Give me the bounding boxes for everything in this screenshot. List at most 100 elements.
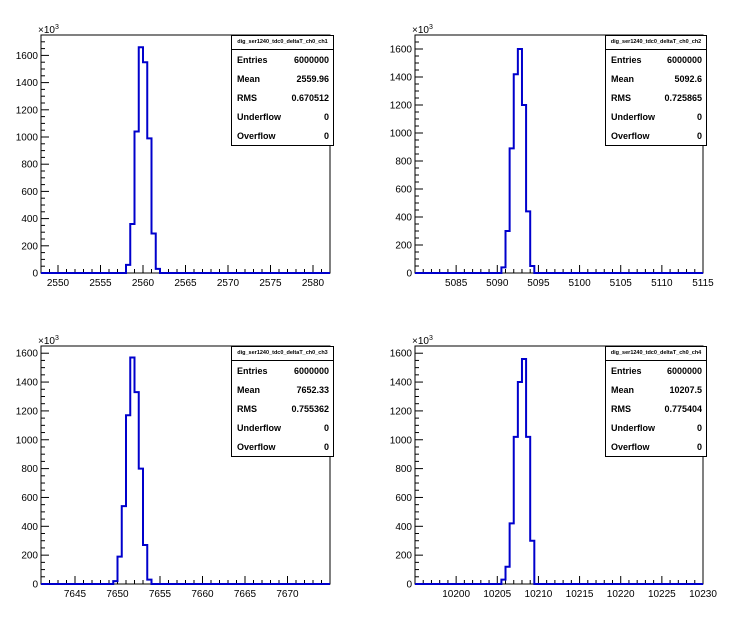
y-tick-label: 600: [395, 185, 412, 196]
x-tick-label: 2565: [174, 278, 197, 289]
stats-label: Overflow: [611, 131, 650, 141]
y-tick-label: 400: [21, 522, 38, 533]
stats-label: Underflow: [237, 423, 281, 433]
stats-value: 10207.5: [669, 385, 702, 395]
stats-box: dig_ser1240_tdc0_deltaT_ch0_ch2 Entries 60…: [605, 35, 707, 146]
stats-label: RMS: [611, 404, 631, 414]
stats-row: RMS 0.725865: [606, 88, 706, 107]
stats-label: Entries: [237, 55, 268, 65]
y-tick-label: 0: [32, 269, 38, 280]
y-tick-label: 1200: [390, 406, 413, 417]
x-tick-label: 5090: [486, 278, 509, 289]
stats-row: Overflow 0: [232, 437, 333, 456]
x-tick-label: 7670: [276, 589, 299, 600]
stats-value: 0.775404: [664, 404, 702, 414]
y-exponent-power: 3: [55, 335, 59, 342]
stats-row: Entries 6000000: [232, 50, 333, 69]
x-tick-label: 7655: [149, 589, 172, 600]
stats-value: 0: [696, 131, 702, 141]
x-tick-label: 5105: [610, 278, 633, 289]
x-tick-label: 5115: [692, 278, 714, 289]
y-tick-label: 200: [21, 551, 38, 562]
stats-row: Underflow 0: [606, 418, 706, 437]
x-tick-label: 5110: [651, 278, 673, 289]
y-tick-label: 0: [406, 269, 412, 280]
stats-value: 7652.33: [296, 385, 329, 395]
y-tick-label: 600: [21, 493, 38, 504]
stats-label: RMS: [237, 404, 257, 414]
stats-row: Entries 6000000: [606, 361, 706, 380]
x-tick-label: 10220: [607, 589, 635, 600]
y-tick-label: 200: [21, 241, 38, 252]
x-tick-label: 7650: [106, 589, 129, 600]
y-tick-label: 800: [395, 157, 412, 168]
stats-label: Mean: [611, 385, 635, 395]
y-exponent-power: 3: [429, 24, 433, 31]
x-tick-label: 10200: [442, 589, 470, 600]
y-tick-label: 800: [21, 160, 38, 171]
y-exponent-power: 3: [55, 24, 59, 31]
stats-value: 0: [323, 423, 329, 433]
stats-box: dig_ser1240_tdc0_deltaT_ch0_ch1 Entries 60…: [231, 35, 334, 146]
x-tick-label: 7665: [234, 589, 257, 600]
stats-value: 6000000: [293, 55, 329, 65]
histogram-line: [41, 356, 330, 585]
x-tick-label: 10230: [689, 589, 717, 600]
y-tick-label: 1200: [390, 101, 413, 112]
stats-row: Mean 7652.33: [232, 380, 333, 399]
y-tick-label: 1000: [390, 435, 413, 446]
histogram-pad-2: 0 200 400 600 800 1000 1200 1400 1600 ×103 5085 509…: [390, 24, 714, 289]
y-tick-label: 1400: [390, 73, 413, 84]
stats-row: RMS 0.775404: [606, 399, 706, 418]
stats-row: Underflow 0: [232, 418, 333, 437]
y-tick-label: 400: [395, 522, 412, 533]
histogram-pad-4: 0 200 400 600 800 1000 1200 1400 1600 ×103 10200 10…: [390, 335, 718, 600]
stats-value: 0.755362: [291, 404, 329, 414]
stats-label: Underflow: [611, 112, 655, 122]
y-tick-label: 1000: [390, 129, 413, 140]
stats-label: Mean: [237, 74, 261, 84]
y-tick-label: 1000: [16, 435, 39, 446]
stats-row: Overflow 0: [606, 437, 706, 456]
stats-label: RMS: [237, 93, 257, 103]
x-tick-label: 5085: [445, 278, 468, 289]
stats-value: 5092.6: [674, 74, 702, 84]
stats-row: RMS 0.755362: [232, 399, 333, 418]
x-tick-label: 10205: [483, 589, 511, 600]
stats-label: RMS: [611, 93, 631, 103]
y-exponent-label: ×103: [412, 335, 433, 347]
stats-value: 0: [323, 112, 329, 122]
y-exponent-base: ×10: [412, 336, 429, 347]
y-tick-label: 1600: [390, 45, 413, 56]
histogram-pad-1: 0 200 400 600 800 1000 1200 1400 1600 ×103 2550 255…: [16, 24, 331, 289]
x-tick-label: 2555: [89, 278, 112, 289]
stats-row: Mean 2559.96: [232, 69, 333, 88]
y-tick-label: 1000: [16, 133, 39, 144]
y-tick-label: 0: [406, 580, 412, 591]
stats-value: 0: [696, 112, 702, 122]
y-tick-label: 400: [21, 214, 38, 225]
stats-label: Overflow: [237, 442, 276, 452]
stats-row: Overflow 0: [232, 126, 333, 145]
x-tick-label: 2570: [217, 278, 240, 289]
stats-value: 6000000: [666, 366, 702, 376]
x-tick-label: 5095: [527, 278, 550, 289]
stats-row: Underflow 0: [606, 107, 706, 126]
stats-value: 0: [323, 131, 329, 141]
stats-row: RMS 0.670512: [232, 88, 333, 107]
x-tick-label: 2550: [47, 278, 70, 289]
stats-row: Mean 10207.5: [606, 380, 706, 399]
y-tick-label: 600: [395, 493, 412, 504]
y-tick-label: 1600: [16, 349, 39, 360]
stats-value: 0.725865: [664, 93, 702, 103]
stats-label: Entries: [237, 366, 268, 376]
x-tick-label: 7660: [191, 589, 214, 600]
stats-box: dig_ser1240_tdc0_deltaT_ch0_ch3 Entries 60…: [231, 346, 334, 457]
stats-label: Mean: [237, 385, 261, 395]
stats-row: Overflow 0: [606, 126, 706, 145]
y-exponent-label: ×103: [38, 335, 59, 347]
stats-title: dig_ser1240_tdc0_deltaT_ch0_ch4: [606, 347, 706, 361]
y-tick-label: 0: [32, 580, 38, 591]
y-exponent-base: ×10: [38, 336, 55, 347]
stats-label: Entries: [611, 366, 642, 376]
